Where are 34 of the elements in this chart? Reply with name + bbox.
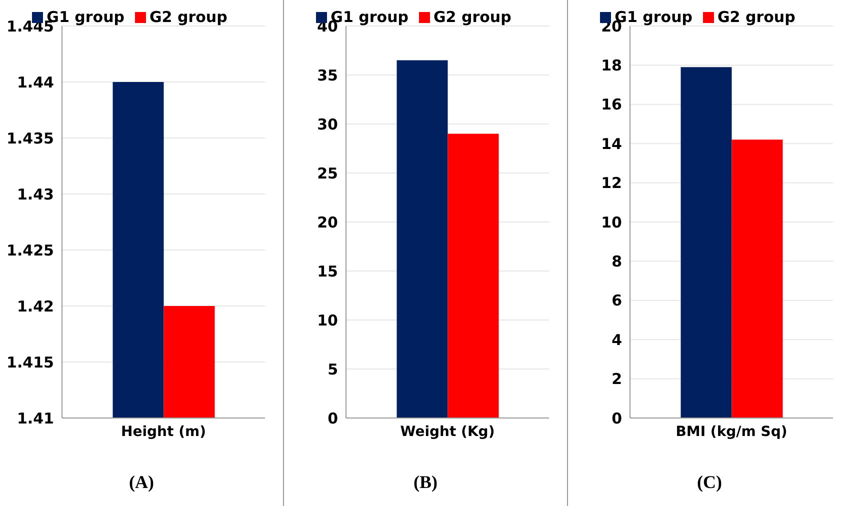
y-tick-label: 30 xyxy=(317,115,338,134)
y-tick-label: 10 xyxy=(317,311,338,330)
legend-label: G2 group xyxy=(434,8,512,26)
y-tick-label: 1.44 xyxy=(16,73,54,92)
x-tick-label: BMI (kg/m Sq) xyxy=(676,424,788,440)
y-tick-label: 6 xyxy=(612,292,622,310)
y-tick-label: 4 xyxy=(612,330,622,349)
y-tick-label: 1.41 xyxy=(16,409,54,428)
y-tick-label: 18 xyxy=(601,56,622,75)
y-tick-label: 1.425 xyxy=(6,241,54,260)
y-tick-label: 0 xyxy=(612,409,622,428)
y-tick-label: 8 xyxy=(612,252,622,271)
x-tick-label: Weight (Kg) xyxy=(400,424,495,440)
text: (C) xyxy=(696,472,723,493)
legend-label: G2 group xyxy=(718,8,796,26)
y-tick-label: 1.435 xyxy=(6,129,54,148)
x-tick-label: Height (m) xyxy=(121,424,206,440)
y-tick-label: 15 xyxy=(317,262,338,280)
text: (A) xyxy=(128,472,155,493)
y-tick-label: 0 xyxy=(328,409,338,428)
text: (B) xyxy=(412,472,438,493)
y-tick-label: 1.43 xyxy=(16,185,54,204)
y-tick-label: 5 xyxy=(328,360,338,378)
y-tick-label: 12 xyxy=(601,174,622,192)
legend-label: G2 group xyxy=(150,8,228,26)
y-tick-label: 1.415 xyxy=(6,353,54,372)
y-tick-label: 1.42 xyxy=(16,297,54,316)
y-tick-label: 2 xyxy=(612,370,622,388)
y-tick-label: 10 xyxy=(601,213,622,232)
y-tick-label: 14 xyxy=(601,134,622,153)
y-tick-label: 16 xyxy=(601,96,622,114)
y-tick-label: 25 xyxy=(317,164,338,182)
y-tick-label: 20 xyxy=(317,213,338,232)
y-tick-label: 35 xyxy=(317,66,338,84)
